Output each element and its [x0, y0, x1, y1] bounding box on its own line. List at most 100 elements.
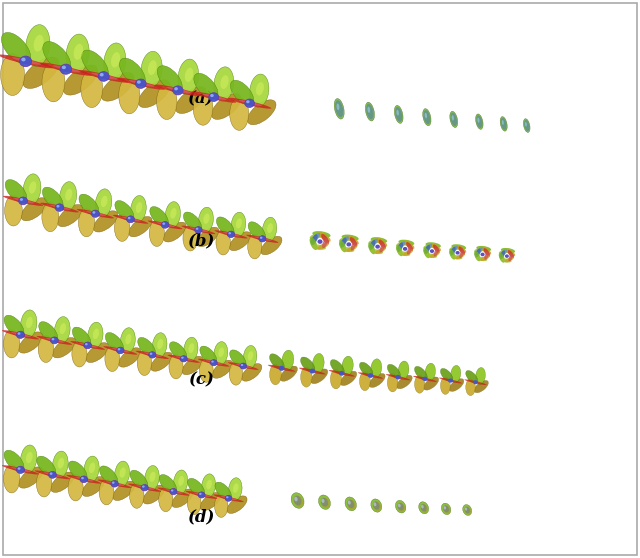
- Ellipse shape: [200, 493, 221, 511]
- Ellipse shape: [19, 56, 32, 67]
- Ellipse shape: [4, 195, 22, 226]
- Ellipse shape: [431, 243, 441, 251]
- Text: (c): (c): [189, 371, 214, 388]
- Ellipse shape: [227, 496, 247, 513]
- Ellipse shape: [214, 67, 234, 101]
- Ellipse shape: [460, 250, 464, 258]
- Ellipse shape: [42, 202, 59, 232]
- Ellipse shape: [98, 479, 131, 488]
- Ellipse shape: [136, 485, 154, 490]
- Ellipse shape: [379, 239, 386, 249]
- Ellipse shape: [66, 34, 89, 74]
- Ellipse shape: [210, 94, 214, 97]
- Ellipse shape: [175, 86, 206, 113]
- Ellipse shape: [72, 327, 91, 347]
- Ellipse shape: [118, 348, 141, 367]
- Ellipse shape: [150, 472, 156, 482]
- Ellipse shape: [163, 222, 186, 242]
- Ellipse shape: [113, 215, 148, 224]
- Ellipse shape: [254, 237, 271, 241]
- Ellipse shape: [148, 220, 182, 229]
- Ellipse shape: [476, 114, 483, 129]
- Ellipse shape: [228, 362, 259, 370]
- Ellipse shape: [20, 445, 37, 473]
- Ellipse shape: [198, 207, 213, 233]
- Ellipse shape: [501, 248, 515, 253]
- Ellipse shape: [26, 452, 33, 463]
- Ellipse shape: [397, 503, 404, 511]
- Ellipse shape: [312, 231, 330, 238]
- Ellipse shape: [413, 376, 437, 382]
- Ellipse shape: [84, 456, 99, 483]
- Ellipse shape: [397, 243, 403, 252]
- Ellipse shape: [228, 98, 271, 109]
- Ellipse shape: [246, 100, 250, 103]
- Ellipse shape: [481, 247, 492, 254]
- Ellipse shape: [19, 197, 28, 205]
- Ellipse shape: [143, 485, 164, 504]
- Ellipse shape: [148, 352, 156, 358]
- Ellipse shape: [17, 466, 24, 473]
- Ellipse shape: [442, 503, 451, 514]
- Ellipse shape: [452, 115, 454, 121]
- Ellipse shape: [425, 113, 427, 118]
- Ellipse shape: [228, 232, 231, 234]
- Ellipse shape: [424, 377, 438, 390]
- Ellipse shape: [200, 358, 213, 382]
- Ellipse shape: [456, 245, 467, 253]
- Ellipse shape: [82, 477, 105, 497]
- Ellipse shape: [504, 257, 514, 262]
- Ellipse shape: [439, 378, 462, 383]
- Ellipse shape: [188, 478, 205, 496]
- Ellipse shape: [233, 483, 239, 493]
- Ellipse shape: [159, 474, 177, 493]
- Ellipse shape: [449, 246, 458, 254]
- Ellipse shape: [138, 338, 156, 357]
- Ellipse shape: [404, 240, 415, 249]
- Ellipse shape: [118, 348, 120, 350]
- Ellipse shape: [463, 504, 472, 516]
- Ellipse shape: [236, 218, 242, 228]
- Ellipse shape: [211, 360, 214, 363]
- Ellipse shape: [214, 230, 248, 238]
- Ellipse shape: [13, 198, 35, 203]
- Ellipse shape: [444, 506, 446, 509]
- Ellipse shape: [221, 496, 237, 500]
- Ellipse shape: [337, 103, 339, 110]
- Ellipse shape: [310, 233, 320, 243]
- Ellipse shape: [129, 80, 154, 86]
- Ellipse shape: [111, 480, 118, 487]
- Ellipse shape: [168, 355, 200, 363]
- Ellipse shape: [229, 232, 251, 251]
- Ellipse shape: [506, 249, 515, 256]
- Ellipse shape: [465, 507, 470, 513]
- Ellipse shape: [63, 65, 98, 95]
- Ellipse shape: [79, 194, 99, 215]
- Ellipse shape: [120, 328, 135, 353]
- Ellipse shape: [155, 84, 201, 97]
- Ellipse shape: [92, 210, 99, 217]
- Ellipse shape: [150, 353, 152, 355]
- Ellipse shape: [373, 501, 381, 511]
- Ellipse shape: [340, 238, 347, 248]
- Ellipse shape: [375, 244, 380, 249]
- Ellipse shape: [451, 244, 466, 250]
- Ellipse shape: [449, 249, 456, 259]
- Ellipse shape: [188, 490, 201, 514]
- Ellipse shape: [185, 68, 193, 82]
- Ellipse shape: [230, 350, 246, 367]
- Ellipse shape: [280, 366, 298, 381]
- Ellipse shape: [440, 377, 451, 395]
- Ellipse shape: [424, 110, 430, 124]
- Ellipse shape: [294, 497, 298, 502]
- Ellipse shape: [387, 373, 398, 392]
- Ellipse shape: [301, 367, 312, 387]
- Ellipse shape: [371, 499, 382, 512]
- Ellipse shape: [260, 237, 262, 239]
- Ellipse shape: [476, 368, 485, 384]
- Ellipse shape: [129, 483, 144, 508]
- Ellipse shape: [214, 341, 228, 365]
- Ellipse shape: [429, 252, 440, 258]
- Ellipse shape: [196, 227, 219, 247]
- Ellipse shape: [449, 379, 464, 392]
